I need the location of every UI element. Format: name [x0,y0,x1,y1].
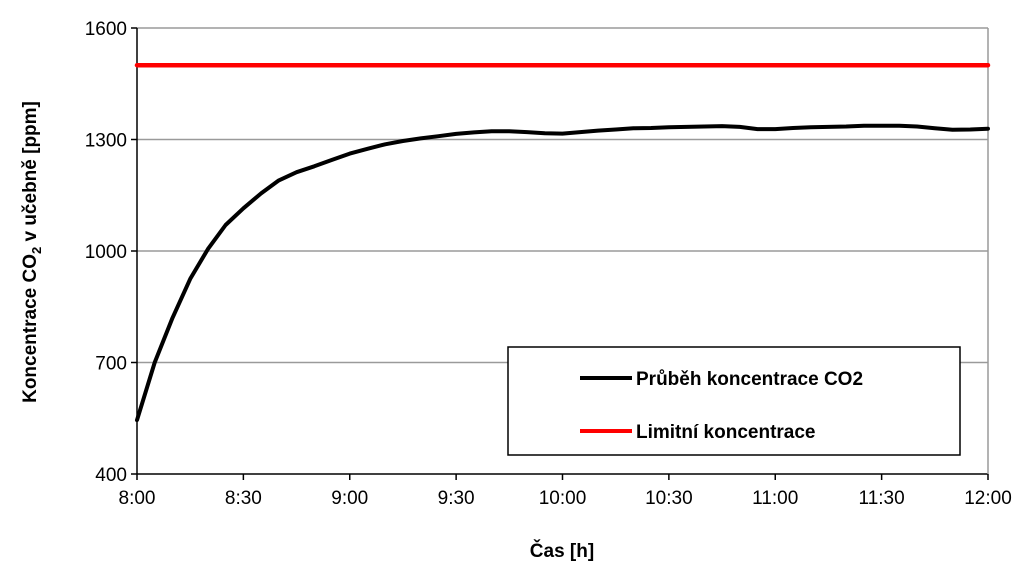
y-tick-labels: 400 700 1000 1300 1600 [85,19,127,486]
x-tick-label-12:00: 12:00 [964,488,1012,509]
axes [136,28,989,475]
y-axis-label-rest: v učebně [ppm] [20,101,41,247]
legend-box [507,346,961,456]
x-tick-label-8:00: 8:00 [119,488,156,509]
legend: Průběh koncentrace CO2 Limitní koncentra… [507,346,961,456]
x-tick-labels: 8:00 8:30 9:00 9:30 10:00 10:30 11:00 11:30 12:0… [119,488,1012,509]
x-tick-label-8:30: 8:30 [225,488,262,509]
series-line-co2 [135,123,990,423]
y-axis-label: Koncentrace CO2 v učebně [ppm] [20,101,44,403]
y-tick-label-400: 400 [95,465,127,486]
y-tick-label-1000: 1000 [85,242,127,263]
x-axis-label: Čas [h] [530,540,594,562]
x-tick-label-10:30: 10:30 [645,488,693,509]
x-tick-label-11:00: 11:00 [752,488,798,509]
legend-label-co2: Průběh koncentrace CO2 [636,369,863,390]
x-tick-label-11:30: 11:30 [859,488,905,509]
y-axis-label-main: Koncentrace CO [20,254,41,403]
y-tick-label-1300: 1300 [85,131,127,152]
legend-label-limit: Limitní koncentrace [636,422,816,443]
y-tick-label-1600: 1600 [85,19,127,40]
x-tick-label-10:00: 10:00 [539,488,587,509]
y-axis-label-subscript: 2 [29,247,44,254]
x-tick-label-9:30: 9:30 [438,488,475,509]
y-tick-label-700: 700 [95,354,127,375]
x-tick-label-9:00: 9:00 [331,488,368,509]
series-lines [134,62,991,423]
